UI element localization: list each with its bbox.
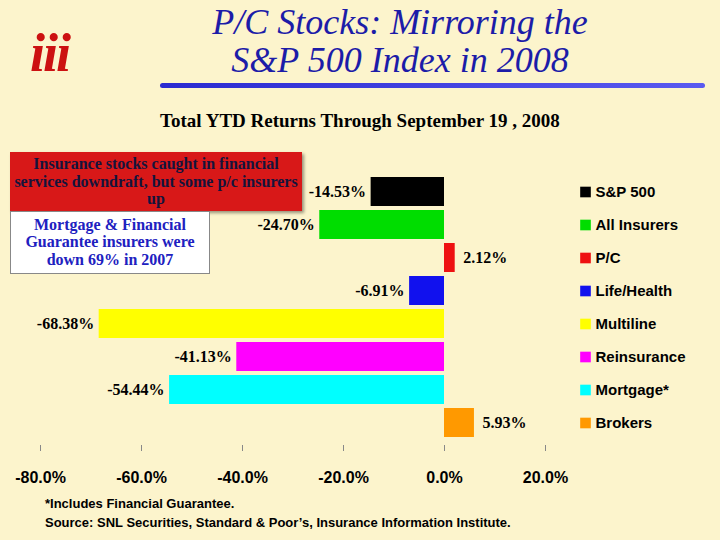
svg-text:-60.0%: -60.0% [116, 469, 167, 486]
html-text:Mortgage & Financial Guarantee: Mortgage & Financial Guarantee insurers … [25, 215, 195, 268]
svg-text:P/C: P/C [596, 249, 621, 266]
svg-text:Mortgage*: Mortgage* [596, 381, 670, 398]
svg-text:-14.53%: -14.53% [309, 183, 366, 200]
html-text:P/C Stocks: Mirroring the S&P: P/C Stocks: Mirroring the S&P 500 Index … [212, 2, 588, 80]
svg-text:-24.70%: -24.70% [257, 216, 314, 233]
svg-text:-41.13%: -41.13% [174, 348, 231, 365]
svg-text:-6.91%: -6.91% [355, 282, 404, 299]
svg-text:20.0%: 20.0% [523, 469, 568, 486]
svg-text:-68.38%: -68.38% [37, 315, 94, 332]
svg-text:-54.44%: -54.44% [107, 381, 164, 398]
svg-text:2.12%: 2.12% [463, 249, 507, 266]
svg-text:5.93%: 5.93% [482, 414, 526, 431]
html-text:Total YTD Returns Through Sept: Total YTD Returns Through September 19 ,… [160, 110, 560, 131]
svg-text:Multiline: Multiline [596, 315, 657, 332]
svg-text:-20.0%: -20.0% [318, 469, 369, 486]
html-text:Source: SNL Securities, Standa: Source: SNL Securities, Standard & Poor’… [45, 515, 511, 530]
html-text:*Includes Financial Guarantee.: *Includes Financial Guarantee. [45, 496, 235, 511]
svg-text:0.0%: 0.0% [426, 469, 462, 486]
svg-text:Reinsurance: Reinsurance [596, 348, 686, 365]
svg-text:Life/Health: Life/Health [596, 282, 673, 299]
svg-text:All Insurers: All Insurers [596, 216, 679, 233]
svg-text:-40.0%: -40.0% [217, 469, 268, 486]
html-text:iii: iii [30, 23, 69, 83]
svg-text:-80.0%: -80.0% [15, 469, 66, 486]
svg-text:S&P 500: S&P 500 [596, 183, 656, 200]
html-text:Insurance stocks caught in fin: Insurance stocks caught in financial ser… [14, 155, 298, 208]
svg-text:Brokers: Brokers [596, 414, 653, 431]
